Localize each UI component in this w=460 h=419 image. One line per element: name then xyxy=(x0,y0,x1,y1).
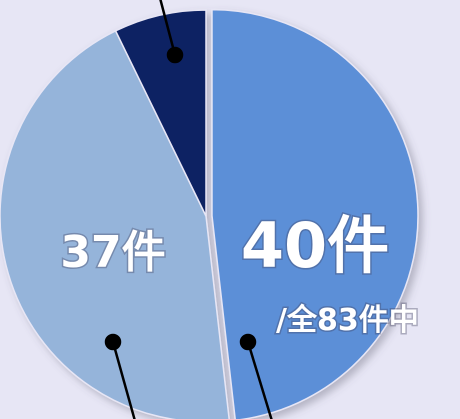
pie-slice xyxy=(0,29,230,419)
leader-lines xyxy=(104,0,273,419)
pie xyxy=(0,8,419,419)
leader-line xyxy=(246,341,273,419)
pie-slice xyxy=(114,9,207,217)
slice-label: 37件 xyxy=(60,227,165,278)
leader-dot xyxy=(166,46,184,64)
labels: 40件 37件 xyxy=(59,208,391,284)
slice-label: 40件 xyxy=(241,209,389,282)
leader-dot xyxy=(239,333,257,351)
leader-line xyxy=(159,0,177,56)
leader-line xyxy=(111,341,136,419)
annotation: /全83件中 xyxy=(276,303,419,338)
pie-slice xyxy=(211,8,419,419)
leader-dot xyxy=(104,333,122,351)
